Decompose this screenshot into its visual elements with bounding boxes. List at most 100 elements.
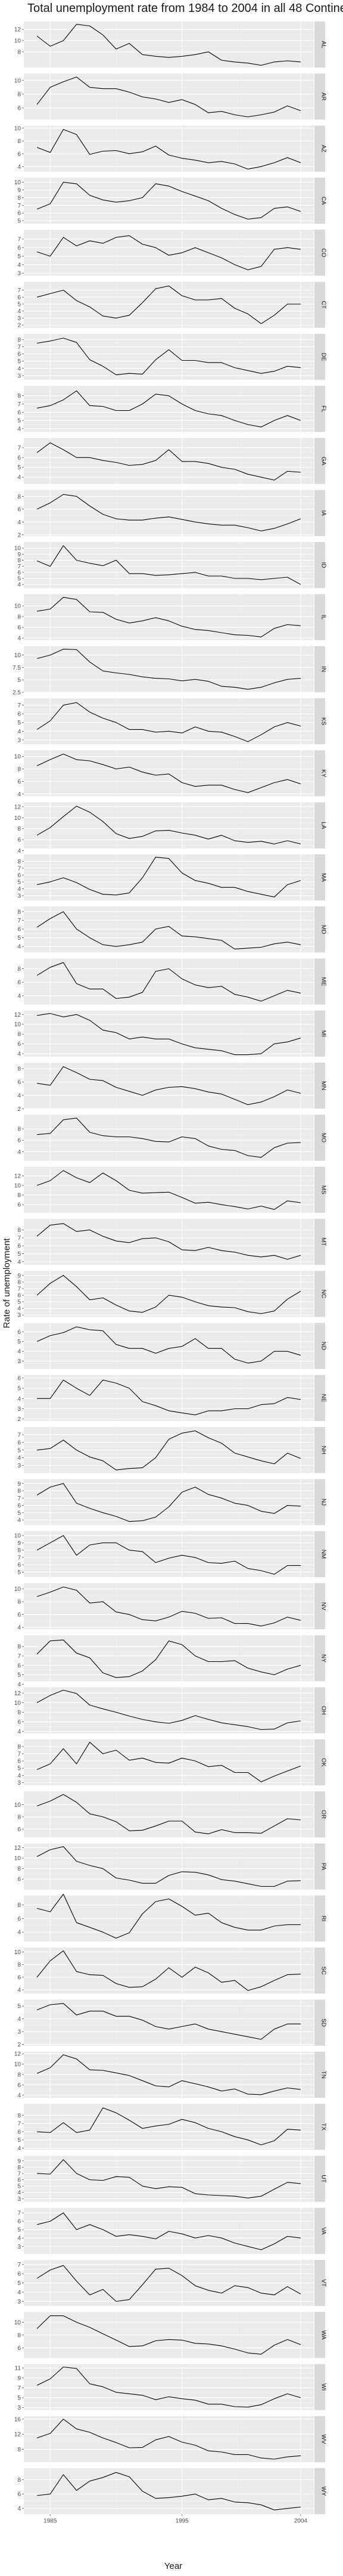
y-tick-label: 6	[17, 2082, 21, 2089]
y-tick-label: 12	[14, 2051, 21, 2058]
y-tick-label: 3	[17, 315, 21, 322]
facet-strip-label: GA	[320, 457, 327, 466]
y-tick-label: 7	[17, 564, 21, 570]
panel-la: 4681012LA	[14, 803, 327, 854]
facet-strip-label: TN	[320, 2071, 327, 2079]
y-tick-label: 8	[17, 337, 21, 343]
y-tick-label: 3	[17, 2196, 21, 2203]
panel-background	[24, 282, 314, 328]
panel-background	[24, 542, 314, 588]
y-tick-label: 6	[17, 506, 21, 513]
panel-background	[24, 2364, 314, 2410]
y-tick-label: 4	[17, 2092, 21, 2099]
y-tick-label: 8	[17, 614, 21, 621]
y-tick-label: 6	[17, 245, 21, 252]
y-tick-label: 8	[17, 1644, 21, 1651]
y-tick-label: 7	[17, 2121, 21, 2128]
y-tick-label: 10	[14, 754, 21, 760]
panel-wa: 6810WA	[14, 2312, 327, 2358]
y-tick-label: 4	[17, 1306, 21, 1312]
y-tick-label: 7	[17, 1555, 21, 1561]
facet-strip-label: VA	[320, 2227, 327, 2235]
facet-strip-label: MO	[320, 1133, 327, 1143]
y-tick-label: 6	[17, 1916, 21, 1922]
y-tick-label: 4	[17, 2290, 21, 2296]
y-tick-label: 10	[14, 1802, 21, 1809]
facet-strip-label: IA	[320, 510, 327, 516]
y-tick-label: 6	[17, 151, 21, 157]
y-tick-label: 6	[17, 872, 21, 879]
y-tick-label: 4	[17, 519, 21, 526]
panel-nd: 3456ND	[17, 1323, 326, 1369]
y-tick-label: 8	[17, 766, 21, 773]
facet-strip-label: TX	[320, 2123, 327, 2131]
panel-background	[24, 2156, 314, 2202]
panel-tx: 45678TX	[17, 2104, 326, 2152]
y-tick-label: 5	[17, 1569, 21, 1576]
y-tick-label: 4	[17, 308, 21, 315]
y-tick-label: 8	[17, 966, 21, 973]
y-tick-label: 3	[17, 2299, 21, 2305]
panel-background	[24, 750, 314, 796]
x-tick-label: 1995	[176, 2518, 189, 2524]
y-tick-label: 6	[17, 1329, 21, 1336]
y-tick-label: 6	[17, 1243, 21, 1250]
panel-mi: 4681012MI	[14, 1011, 327, 1058]
facet-strip-label: NC	[320, 1290, 327, 1298]
y-tick-label: 10	[14, 603, 21, 610]
facet-strip-label: IL	[320, 615, 327, 620]
y-tick-label: 4	[17, 1396, 21, 1402]
y-tick-label: 4	[17, 993, 21, 999]
y-tick-label: 4	[17, 2506, 21, 2512]
panel-background	[24, 646, 314, 692]
panel-background	[24, 1948, 314, 1993]
panel-me: 468ME	[17, 958, 326, 1004]
facet-strip-label: AZ	[320, 145, 327, 153]
facet-strip-label: SD	[320, 2018, 327, 2027]
y-tick-label: 4	[17, 1729, 21, 1735]
y-tick-label: 4	[17, 729, 21, 735]
facet-strip-label: NM	[320, 1550, 327, 1559]
y-tick-label: 5	[17, 465, 21, 471]
panel-background	[24, 1323, 314, 1369]
y-tick-label: 5	[17, 1299, 21, 1306]
y-tick-label: 10	[14, 1856, 21, 1862]
y-tick-label: 5	[17, 2004, 21, 2010]
y-tick-label: 8	[17, 1744, 21, 1750]
panel-wv: 81216WV	[14, 2416, 327, 2462]
y-tick-label: 4	[17, 636, 21, 642]
y-tick-label: 6	[17, 711, 21, 718]
y-tick-label: 5	[17, 2227, 21, 2234]
y-tick-label: 8	[17, 1962, 21, 1968]
panel-ma: 345678MA	[17, 854, 326, 900]
panel-vt: 3 4 5 6 7 VT	[17, 2260, 326, 2306]
panel-ca: 5678910CA	[14, 178, 327, 225]
y-tick-label: 3	[17, 2029, 21, 2036]
panel-sd: 2345SD	[17, 1999, 326, 2048]
y-tick-label: 7	[17, 865, 21, 872]
facet-strip-label: NJ	[320, 1498, 327, 1506]
y-tick-label: 10	[14, 38, 21, 45]
y-tick-label: 4	[17, 1518, 21, 1524]
y-tick-label: 8	[17, 1488, 21, 1495]
panel-sc: 46810SC	[14, 1948, 327, 1993]
y-tick-label: 3	[17, 737, 21, 744]
facet-strip-label: OR	[320, 1810, 327, 1819]
y-tick-label: 5	[17, 253, 21, 260]
y-tick-label: 6	[17, 105, 21, 112]
y-tick-label: 2	[17, 532, 21, 538]
panel-nj: 456789NJ	[17, 1479, 326, 1525]
y-tick-label: 8	[17, 1066, 21, 1073]
facet-strip-label: WV	[320, 2434, 327, 2444]
panel-background	[24, 594, 314, 640]
y-tick-label: 8	[17, 2113, 21, 2119]
y-tick-label: 5	[17, 1510, 21, 1516]
facet-strip-label: ID	[320, 562, 327, 568]
y-tick-label: 4	[17, 791, 21, 798]
y-tick-label: 4	[17, 1930, 21, 1936]
panel-background	[24, 2416, 314, 2462]
panel-background	[24, 1375, 314, 1421]
y-tick-label: 7	[17, 1432, 21, 1438]
facet-strip-label: RI	[320, 1915, 327, 1921]
